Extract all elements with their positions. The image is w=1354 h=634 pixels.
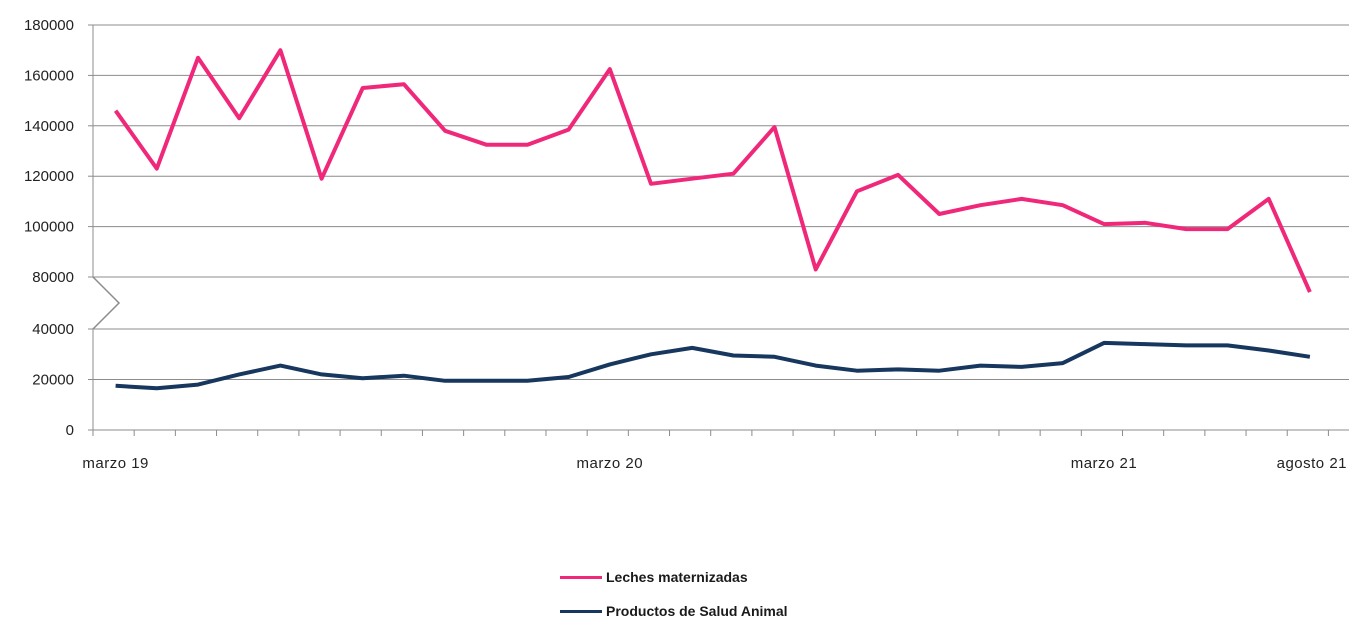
- x-tick-label-24: marzo 21: [1071, 455, 1138, 472]
- axis-break-mark: [92, 276, 121, 330]
- axes: [92, 25, 1349, 431]
- x-tick-label-12: marzo 20: [577, 455, 644, 472]
- y-tick-label-40000: 40000: [32, 321, 74, 338]
- legend-label-leches: Leches maternizadas: [606, 569, 748, 585]
- y-axis-ticks: 0 20000 40000 80000 100000 120000 140000 160000…: [24, 17, 93, 439]
- y-tick-label-0: 0: [66, 422, 74, 439]
- legend: Leches maternizadas Productos de Salud A…: [560, 566, 788, 634]
- y-tick-label-120000: 120000: [24, 168, 74, 185]
- legend-swatch-leches: [560, 575, 602, 579]
- x-tick-label-29: agosto 21: [1277, 455, 1347, 472]
- line-chart: 0 20000 40000 80000 100000 120000 140000 160000…: [24, 17, 1349, 472]
- y-tick-label-100000: 100000: [24, 219, 74, 236]
- x-axis-ticks: marzo 19 marzo 20 marzo 21 agosto 21: [82, 430, 1347, 472]
- legend-swatch-salud-animal: [560, 609, 602, 613]
- series-line-0: [113, 48, 1312, 293]
- gridlines: [93, 24, 1349, 380]
- legend-item-salud-animal: Productos de Salud Animal: [560, 600, 788, 622]
- y-tick-label-20000: 20000: [32, 372, 74, 389]
- legend-item-leches: Leches maternizadas: [560, 566, 788, 588]
- y-tick-label-160000: 160000: [24, 67, 74, 84]
- legend-label-salud-animal: Productos de Salud Animal: [606, 603, 788, 619]
- x-tick-label-0: marzo 19: [82, 455, 149, 472]
- y-tick-label-180000: 180000: [24, 17, 74, 34]
- y-tick-label-80000: 80000: [32, 269, 74, 286]
- y-tick-label-140000: 140000: [24, 118, 74, 135]
- series-line-1: [115, 340, 1311, 391]
- series-lines: [113, 48, 1312, 391]
